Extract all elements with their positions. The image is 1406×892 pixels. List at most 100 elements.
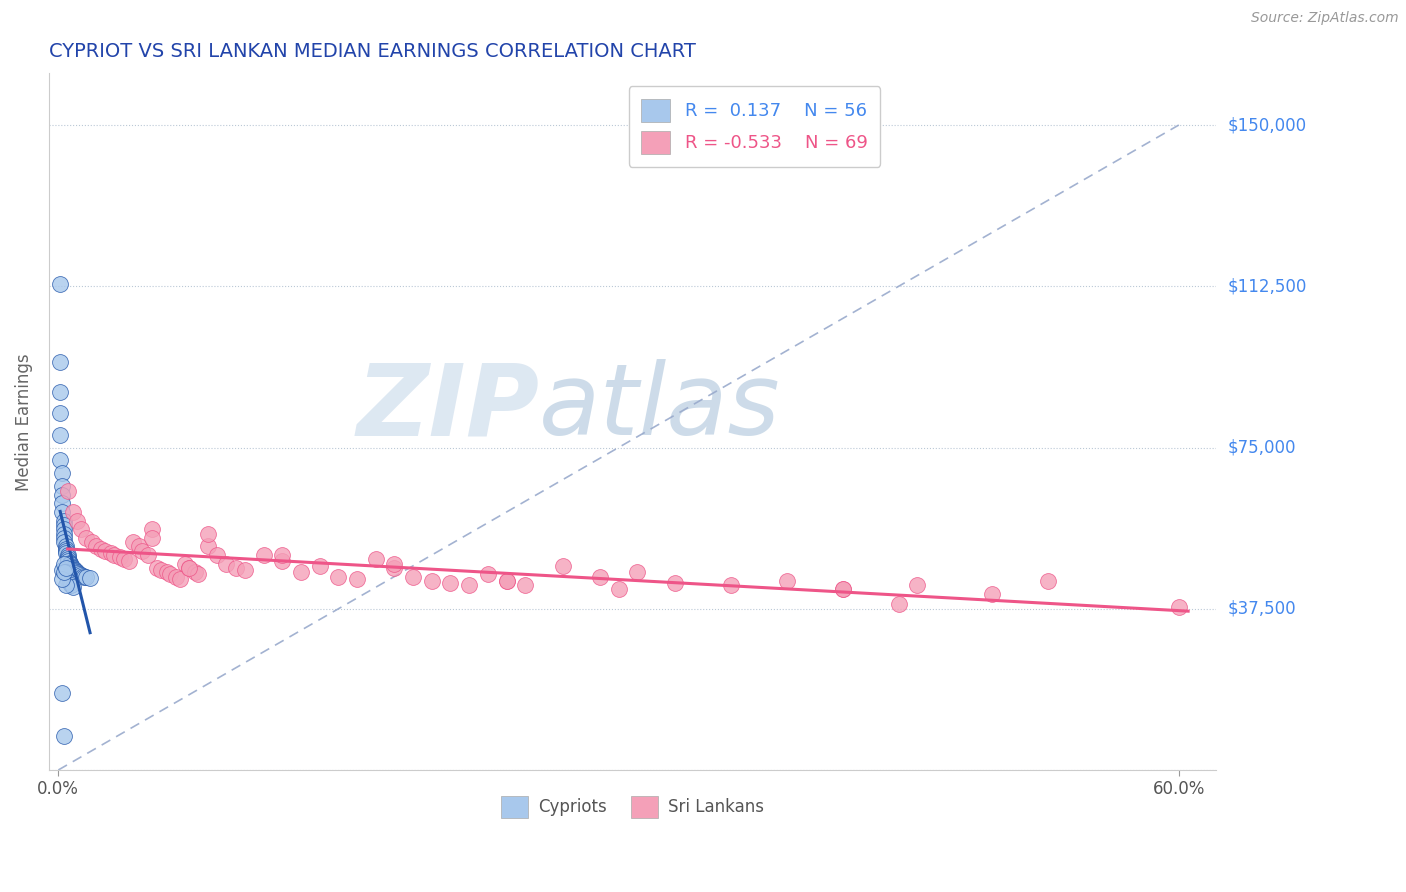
- Point: [112, 552, 135, 566]
- Point: [49, 277, 72, 292]
- Point: [515, 578, 537, 592]
- Point: [79, 571, 101, 585]
- Point: [62, 563, 84, 577]
- Point: [66, 565, 89, 579]
- Point: [169, 572, 191, 586]
- Point: [420, 574, 443, 588]
- Text: $150,000: $150,000: [1227, 116, 1306, 134]
- Point: [58, 576, 80, 591]
- Point: [55, 540, 77, 554]
- Point: [62, 580, 84, 594]
- Point: [1167, 599, 1189, 614]
- Point: [981, 587, 1004, 601]
- Text: CYPRIOT VS SRI LANKAN MEDIAN EARNINGS CORRELATION CHART: CYPRIOT VS SRI LANKAN MEDIAN EARNINGS CO…: [49, 42, 696, 61]
- Point: [58, 556, 80, 570]
- Point: [439, 576, 461, 591]
- Point: [66, 514, 89, 528]
- Text: ZIP: ZIP: [356, 359, 538, 457]
- Point: [225, 561, 247, 575]
- Point: [63, 564, 86, 578]
- Point: [136, 548, 159, 562]
- Point: [49, 406, 72, 420]
- Point: [141, 531, 163, 545]
- Point: [80, 535, 103, 549]
- Point: [103, 548, 125, 562]
- Point: [477, 567, 499, 582]
- Point: [187, 567, 209, 582]
- Point: [205, 548, 228, 562]
- Point: [62, 562, 84, 576]
- Point: [56, 574, 79, 588]
- Point: [58, 558, 80, 572]
- Text: $37,500: $37,500: [1227, 599, 1296, 618]
- Point: [146, 561, 169, 575]
- Point: [62, 505, 84, 519]
- Point: [49, 427, 72, 442]
- Point: [589, 569, 612, 583]
- Point: [56, 554, 79, 568]
- Point: [183, 565, 205, 579]
- Point: [52, 729, 75, 743]
- Point: [52, 557, 75, 571]
- Point: [51, 505, 73, 519]
- Point: [177, 561, 200, 575]
- Point: [290, 565, 312, 579]
- Point: [1036, 574, 1059, 588]
- Point: [51, 479, 73, 493]
- Point: [495, 574, 517, 588]
- Point: [308, 558, 330, 573]
- Point: [56, 552, 79, 566]
- Point: [60, 558, 83, 573]
- Point: [56, 548, 79, 562]
- Point: [165, 569, 187, 583]
- Point: [52, 514, 75, 528]
- Point: [253, 548, 276, 562]
- Point: [55, 541, 77, 556]
- Point: [60, 578, 83, 592]
- Point: [51, 496, 73, 510]
- Point: [141, 522, 163, 536]
- Point: [626, 565, 648, 579]
- Point: [775, 574, 797, 588]
- Point: [58, 557, 80, 571]
- Point: [131, 543, 153, 558]
- Point: [664, 576, 686, 591]
- Point: [55, 578, 77, 592]
- Point: [52, 565, 75, 579]
- Point: [905, 578, 928, 592]
- Point: [52, 535, 75, 549]
- Point: [55, 543, 77, 558]
- Point: [384, 557, 406, 571]
- Point: [831, 582, 853, 597]
- Point: [51, 685, 73, 699]
- Point: [607, 582, 630, 597]
- Point: [233, 563, 256, 577]
- Point: [49, 384, 72, 399]
- Point: [52, 526, 75, 541]
- Point: [197, 526, 219, 541]
- Legend: Cypriots, Sri Lankans: Cypriots, Sri Lankans: [495, 789, 770, 824]
- Point: [55, 565, 77, 579]
- Point: [458, 578, 481, 592]
- Point: [90, 541, 112, 556]
- Point: [51, 572, 73, 586]
- Point: [831, 582, 853, 597]
- Point: [51, 563, 73, 577]
- Point: [328, 569, 350, 583]
- Point: [384, 561, 406, 575]
- Point: [52, 522, 75, 536]
- Point: [63, 565, 86, 579]
- Point: [720, 578, 742, 592]
- Point: [51, 467, 73, 481]
- Point: [150, 563, 173, 577]
- Point: [66, 566, 89, 580]
- Point: [271, 548, 294, 562]
- Point: [118, 554, 141, 568]
- Point: [128, 540, 150, 554]
- Point: [100, 546, 122, 560]
- Point: [75, 531, 97, 545]
- Point: [73, 569, 96, 583]
- Point: [495, 574, 517, 588]
- Point: [159, 567, 181, 582]
- Point: [67, 566, 90, 581]
